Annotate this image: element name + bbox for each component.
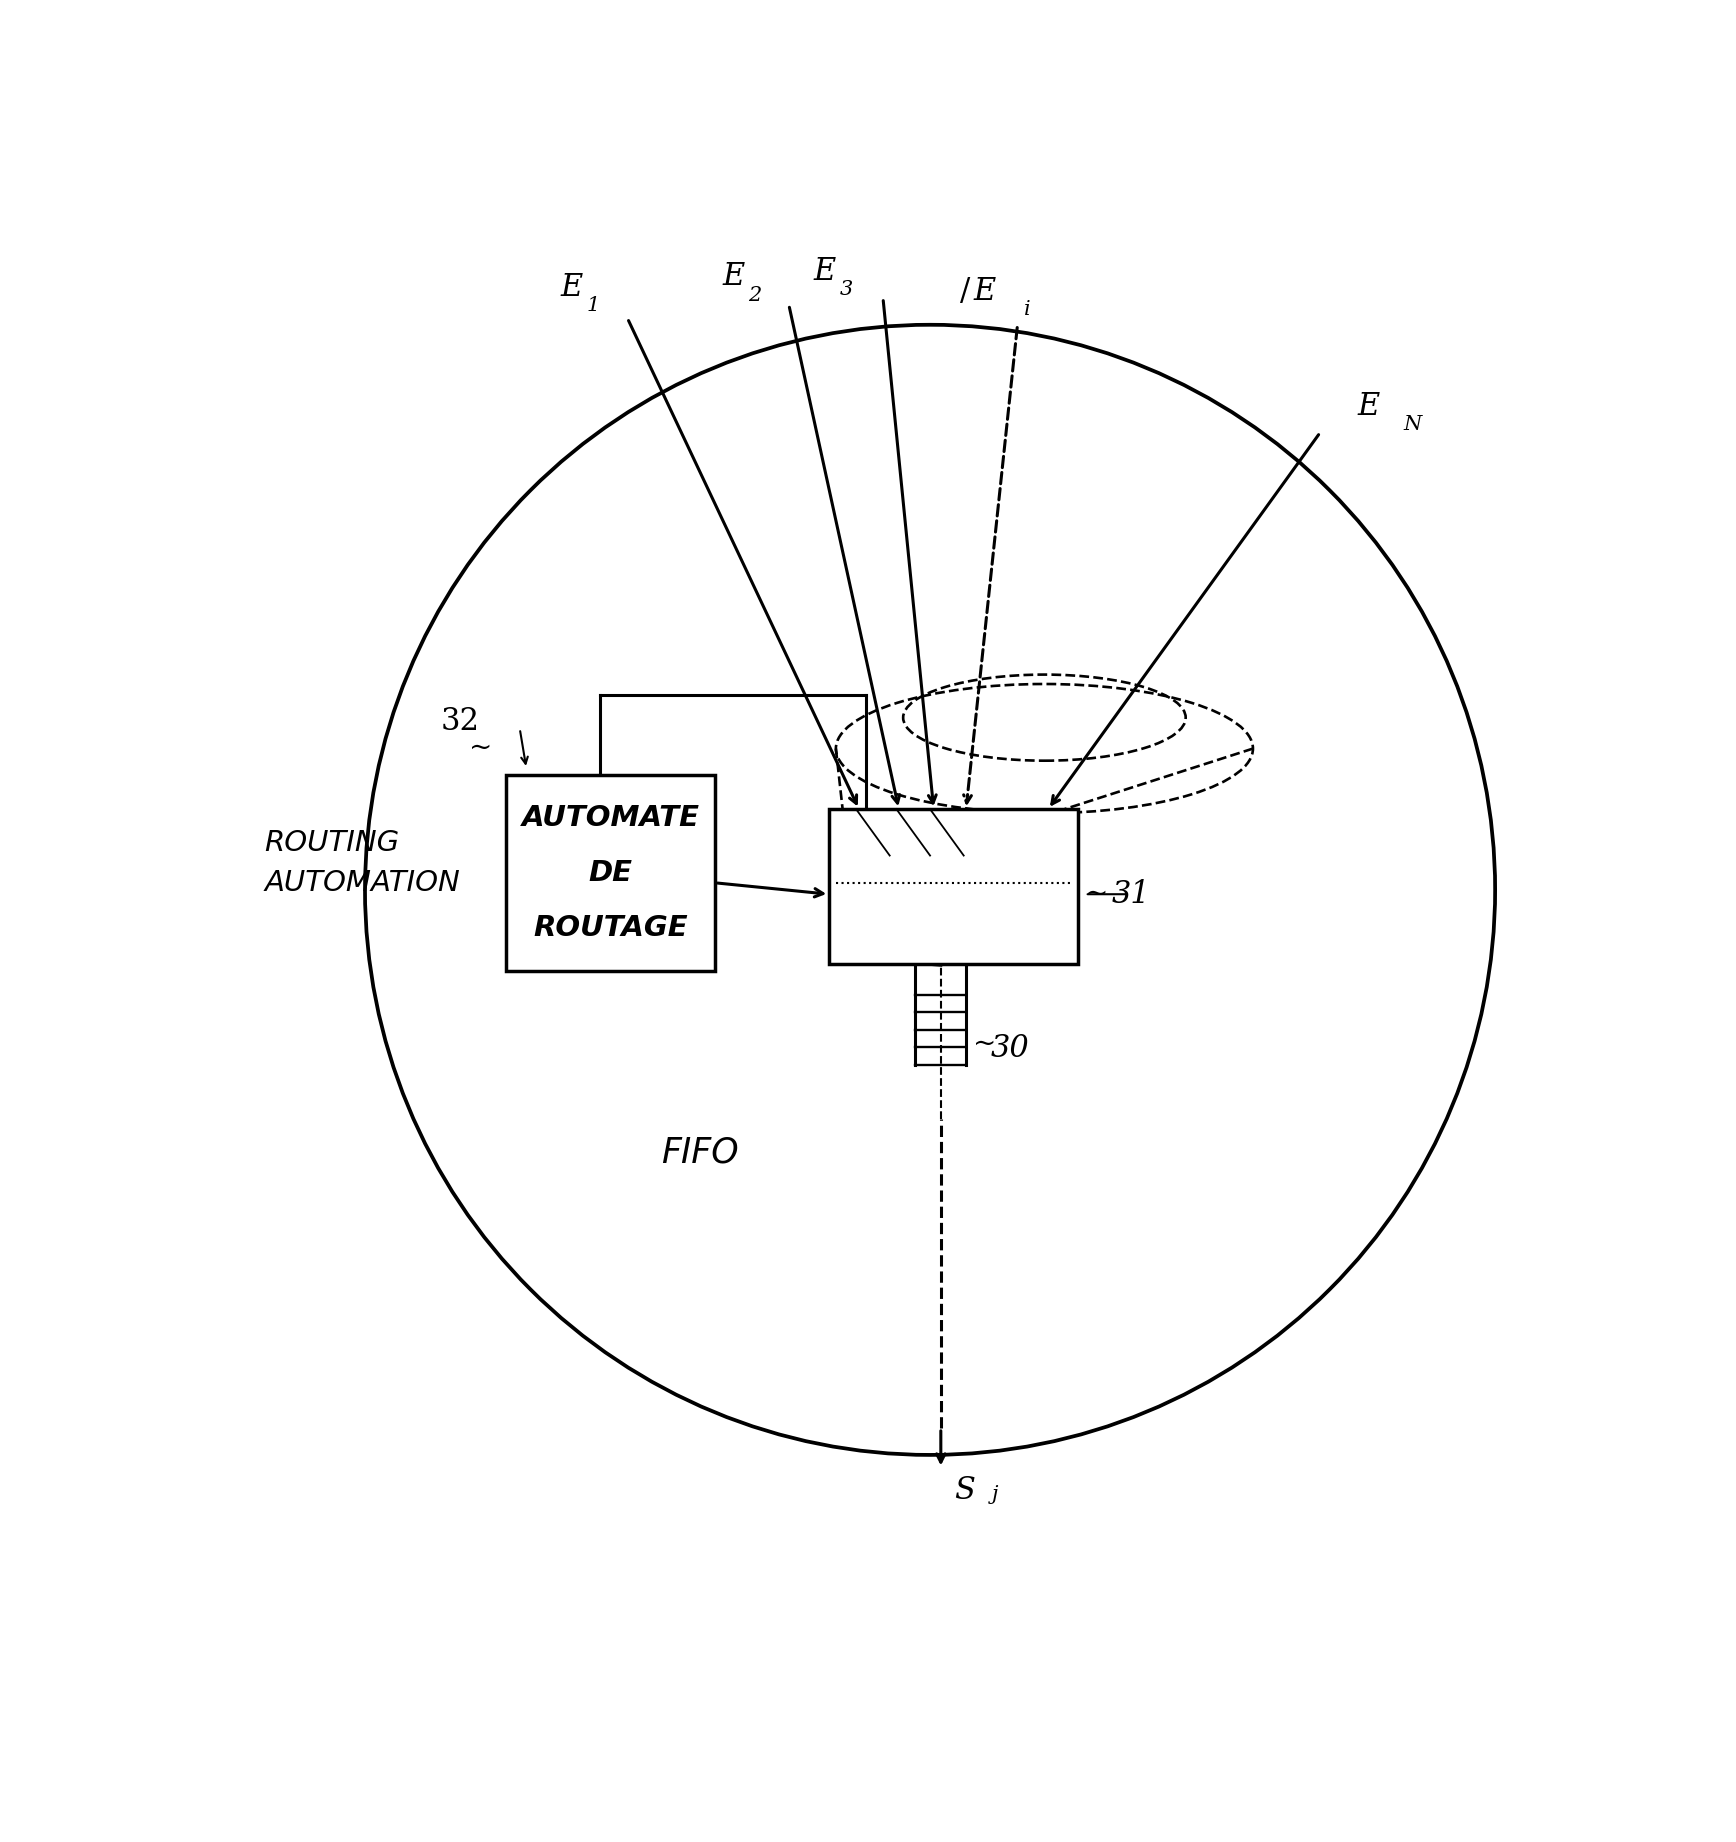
Text: 32: 32 (441, 705, 479, 737)
Text: ~: ~ (469, 735, 493, 763)
Bar (830, 809, 1078, 963)
Text: 1: 1 (587, 297, 601, 315)
Text: 30: 30 (991, 1033, 1029, 1065)
Text: E: E (814, 256, 837, 287)
Text: E: E (561, 273, 583, 304)
Text: E: E (722, 262, 745, 293)
Text: 3: 3 (840, 280, 852, 298)
Text: ROUTAGE: ROUTAGE (533, 914, 687, 941)
Text: AUTOMATION: AUTOMATION (264, 869, 460, 897)
Text: ~: ~ (1085, 880, 1108, 908)
Text: i: i (1024, 300, 1031, 319)
Text: FIFO: FIFO (661, 1135, 738, 1170)
Text: 2: 2 (748, 286, 762, 304)
Text: DE: DE (589, 858, 632, 888)
Text: S: S (955, 1475, 976, 1507)
Bar (507, 775, 715, 971)
Text: N: N (1404, 414, 1422, 433)
Text: /: / (960, 276, 970, 308)
Text: ROUTING: ROUTING (264, 829, 399, 857)
Text: j: j (991, 1485, 998, 1503)
Text: E: E (974, 276, 995, 308)
Text: E: E (1358, 391, 1380, 422)
Text: ~: ~ (974, 1032, 996, 1057)
Text: AUTOMATE: AUTOMATE (521, 805, 700, 833)
Text: 31: 31 (1111, 879, 1151, 910)
